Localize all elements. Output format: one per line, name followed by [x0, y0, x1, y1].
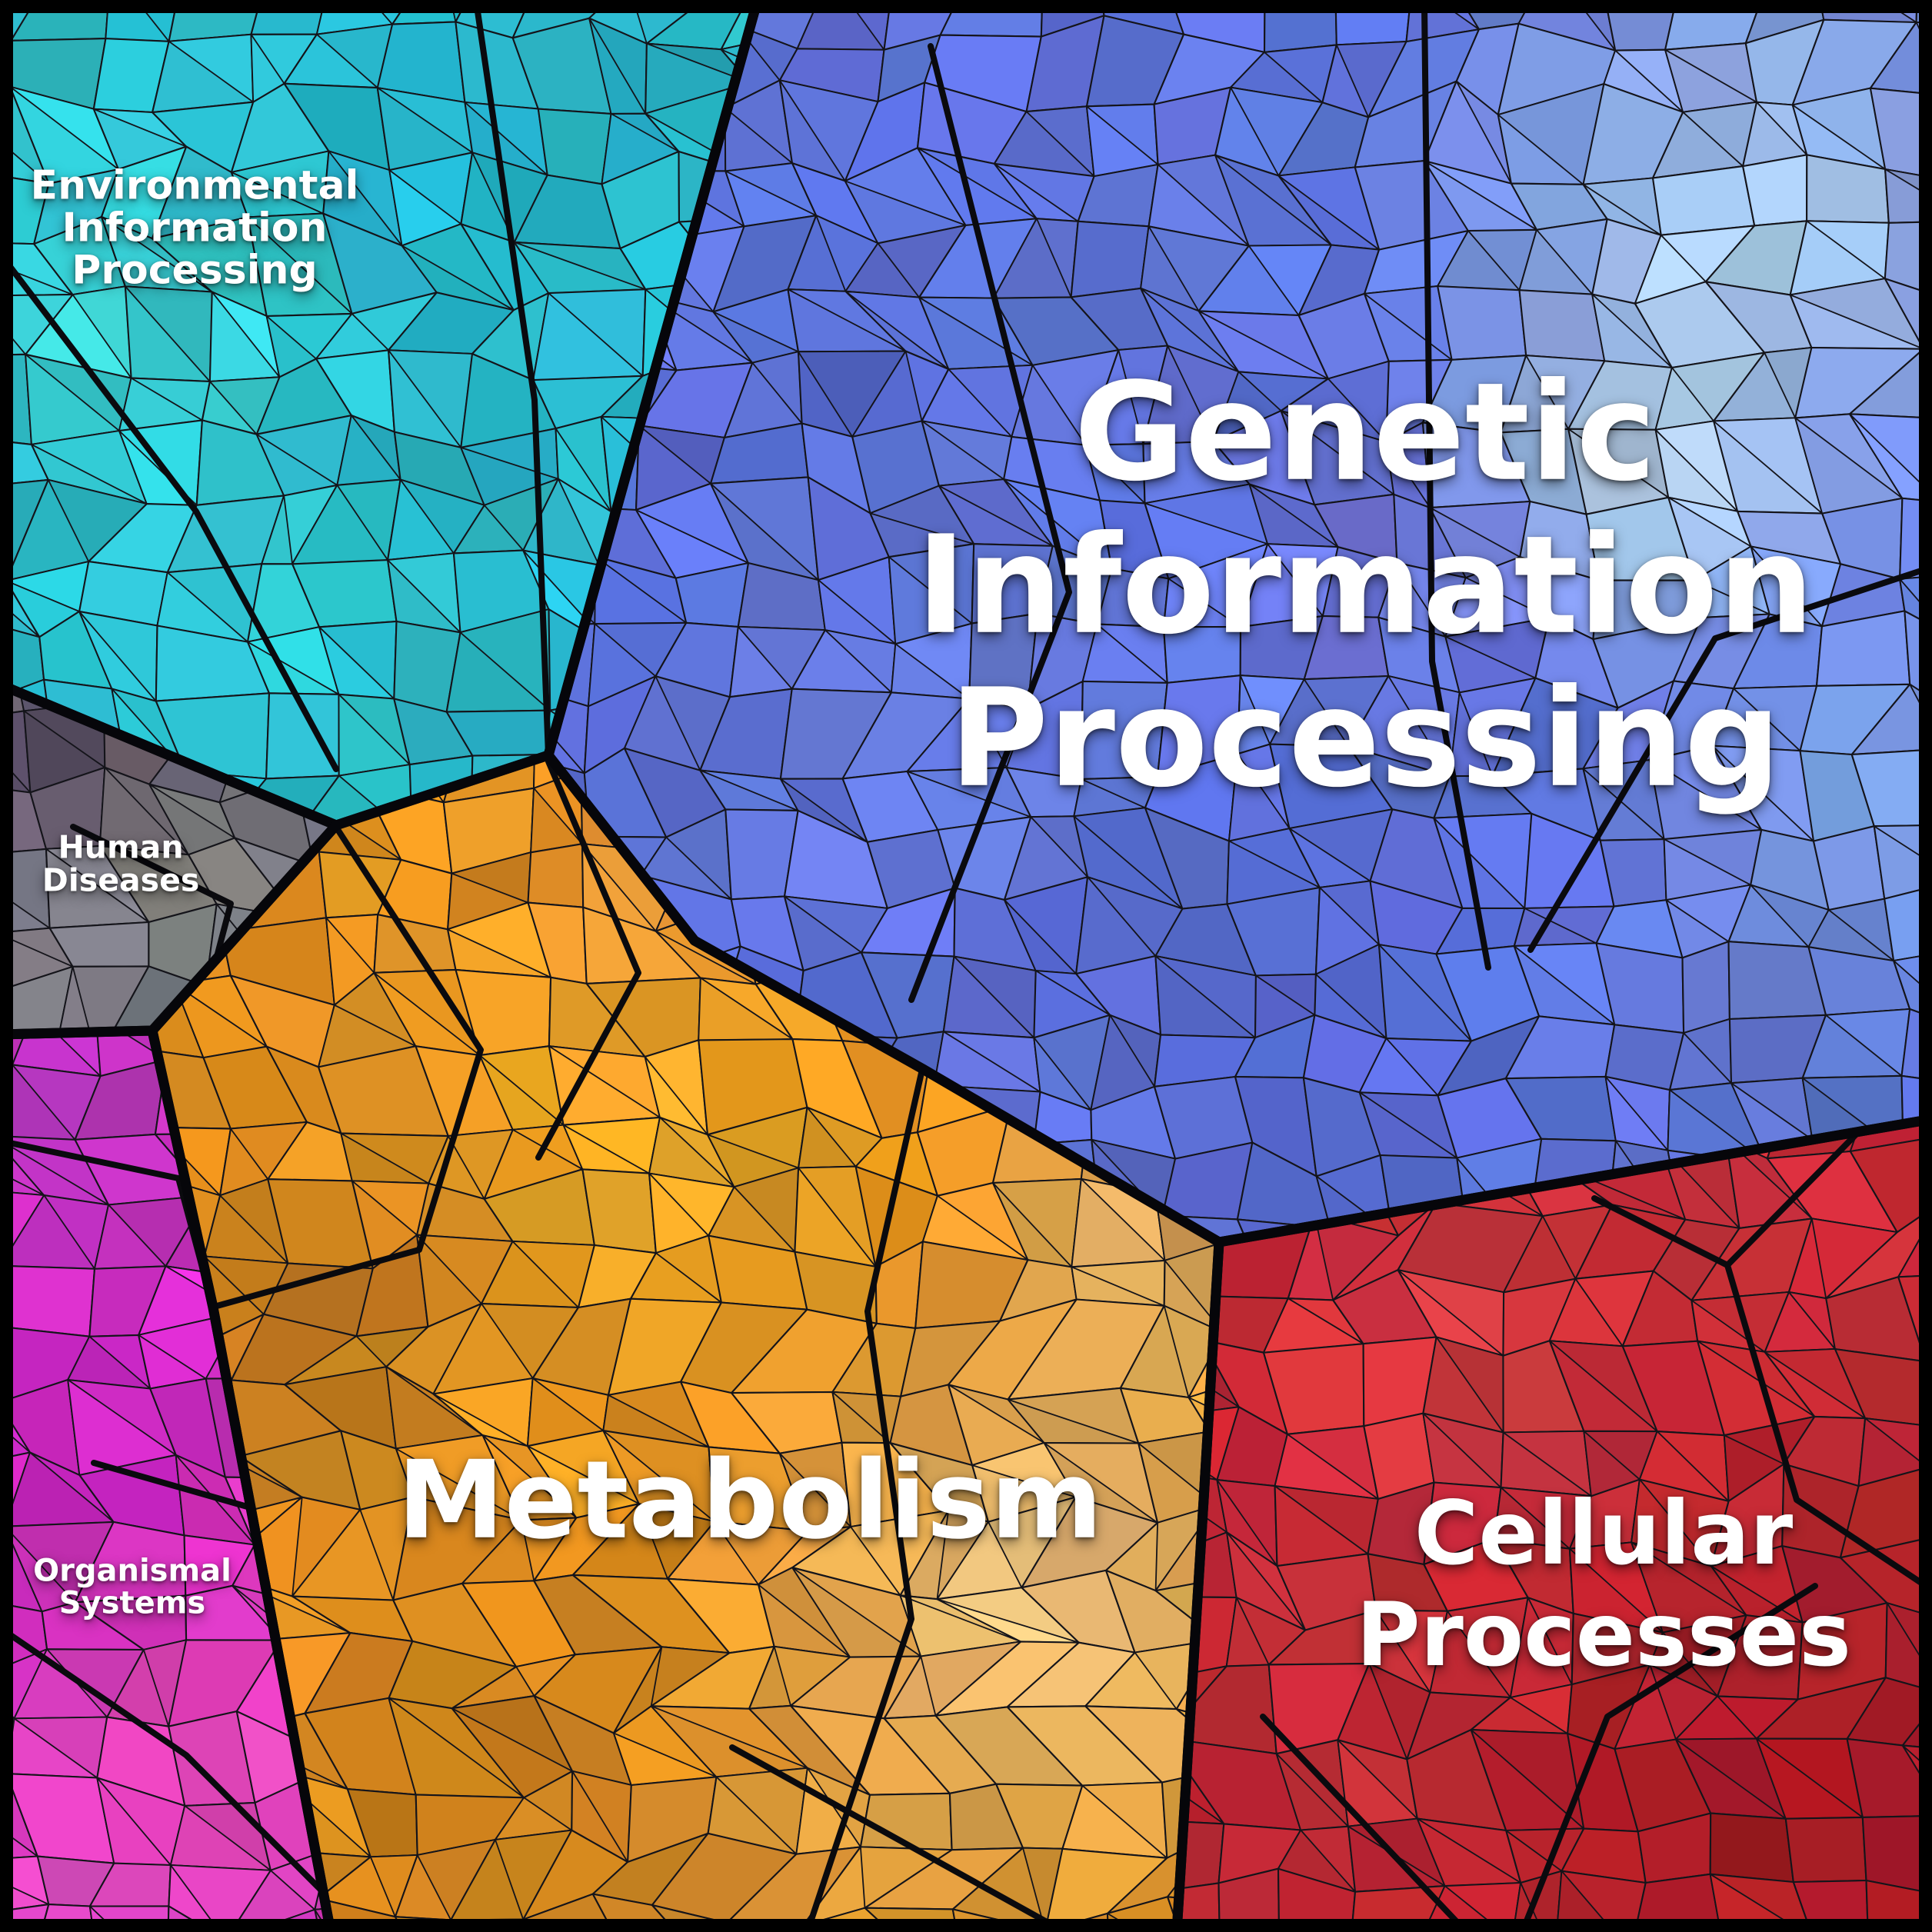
mosaic-cell: [1106, 1896, 1191, 1932]
subcategory-boundary: [908, 43, 1072, 1003]
mosaic-cell: [1864, 1417, 1932, 1468]
mosaic-cell: [55, 965, 98, 1034]
mosaic-cell: [1164, 1234, 1219, 1334]
mosaic-cell: [1709, 1812, 1794, 1884]
subcategory-boundary: [3, 1629, 331, 1901]
region-genetic-information-processing: [548, 0, 1932, 1242]
subcategory-boundary: [91, 1460, 258, 1512]
mosaic-cell: [581, 1168, 657, 1254]
subcategory-boundary: [1724, 1262, 1929, 1589]
subcategory-boundary: [214, 828, 484, 1309]
subcategory-boundary: [806, 1070, 924, 1930]
subcategory-boundary: [729, 1744, 1058, 1930]
mosaic-cell: [527, 843, 585, 908]
mosaic-cell: [1080, 680, 1168, 781]
mosaic-cell: [1884, 278, 1932, 356]
mosaic-cell: [537, 108, 612, 185]
mosaic-cell: [1893, 945, 1932, 1034]
mosaic-cell: [591, 1893, 713, 1932]
mosaic-cell: [1554, 1870, 1632, 1932]
mosaic-cell: [1177, 1882, 1221, 1932]
mosaic-cell: [1070, 220, 1150, 298]
region-outline: [1171, 1114, 1932, 1932]
mosaic-cell: [1873, 824, 1932, 881]
mosaic-cell: [0, 718, 32, 794]
mosaic-cell: [0, 1784, 38, 1863]
mosaic-cell: [1162, 626, 1242, 684]
subcategory-boundary: [1521, 1583, 1818, 1930]
mosaic-cell: [1518, 289, 1606, 362]
subcategory-boundary: [1260, 1714, 1464, 1930]
subcategory-boundary: [535, 758, 641, 1161]
mosaic-cell: [1784, 1816, 1867, 1884]
mosaic-cell: [1651, 165, 1756, 236]
subcategory-boundary: [474, 3, 551, 758]
mosaic-cell: [1681, 941, 1730, 1034]
mosaic-cell: [0, 1144, 45, 1196]
mosaic-cell: [1437, 285, 1527, 361]
subcategory-boundary: [3, 258, 339, 772]
subcategory-boundary: [1527, 566, 1929, 953]
subcategory-boundary: [1421, 3, 1491, 971]
mosaic-cell: [522, 1893, 638, 1932]
mosaic-cell: [1901, 1664, 1932, 1754]
mosaic-cell: [548, 679, 585, 774]
mosaic-cell: [0, 965, 74, 1034]
mosaic-cell: [0, 1264, 96, 1337]
mosaic-cell: [1742, 154, 1808, 227]
region-outline: [0, 1025, 336, 1932]
